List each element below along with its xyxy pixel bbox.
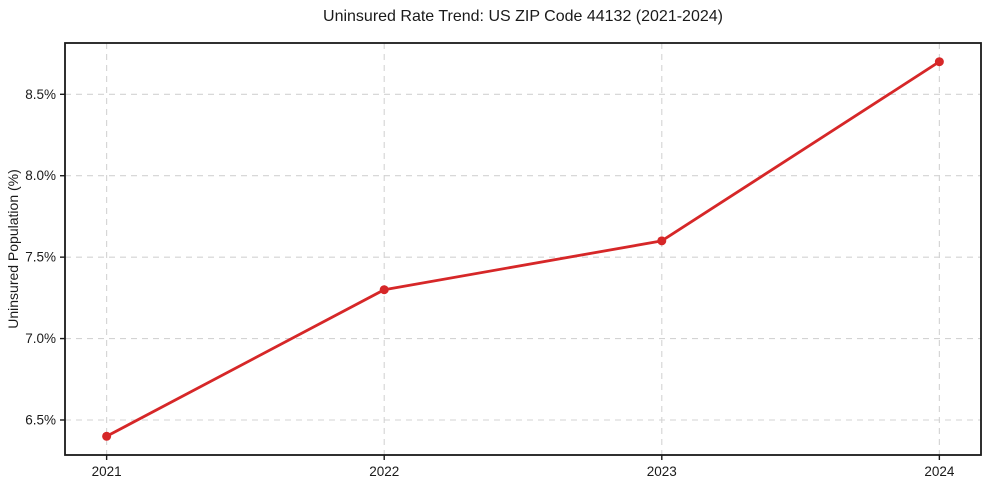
- y-axis-label: Uninsured Population (%): [5, 169, 21, 329]
- x-tick-label: 2024: [924, 464, 955, 479]
- y-tick-label: 7.0%: [25, 331, 56, 346]
- data-point: [657, 236, 667, 246]
- plot-frame: [64, 42, 982, 456]
- x-tick-label: 2022: [369, 464, 399, 479]
- y-tick-label: 8.5%: [25, 87, 56, 102]
- chart-title: Uninsured Rate Trend: US ZIP Code 44132 …: [323, 8, 723, 25]
- trend-line: [105, 60, 941, 438]
- y-tick-label: 6.5%: [25, 412, 56, 427]
- y-tick-label: 8.0%: [25, 168, 56, 183]
- data-point: [102, 431, 112, 441]
- x-tick-label: 2023: [647, 464, 677, 479]
- data-point: [379, 285, 389, 295]
- y-tick-label: 7.5%: [25, 250, 56, 265]
- plot-area: 6.5% 7.0% 7.5% 8.0% 8.5% 2021 2022 2023 2024: [25, 42, 982, 479]
- data-point: [934, 57, 944, 67]
- x-tick-label: 2021: [92, 464, 122, 479]
